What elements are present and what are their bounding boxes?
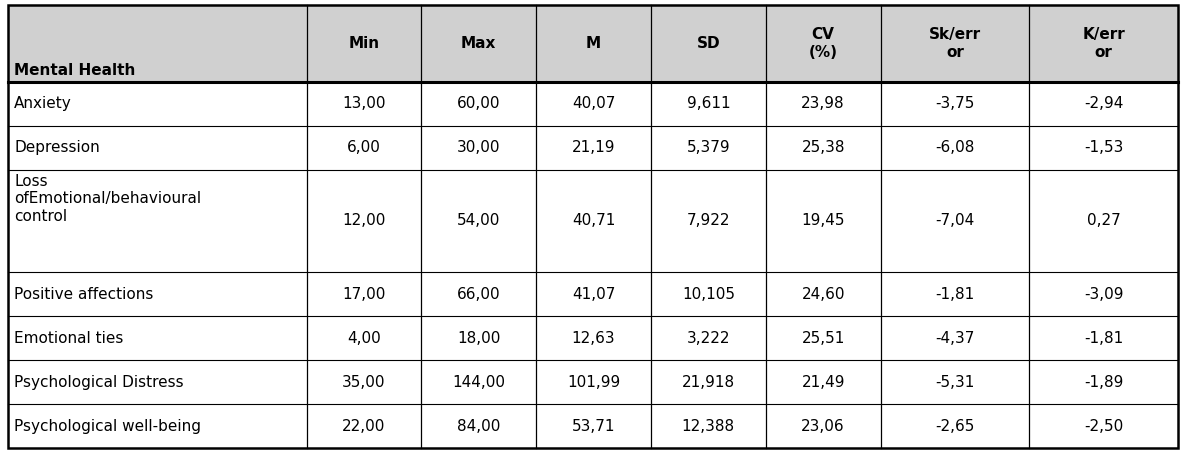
- Text: 7,922: 7,922: [687, 213, 731, 228]
- Text: 101,99: 101,99: [567, 375, 620, 390]
- Text: -3,75: -3,75: [936, 96, 975, 111]
- Text: Sk/err
or: Sk/err or: [929, 27, 981, 59]
- Text: 0,27: 0,27: [1086, 213, 1121, 228]
- Text: 144,00: 144,00: [452, 375, 505, 390]
- Text: -2,94: -2,94: [1084, 96, 1123, 111]
- Text: Emotional ties: Emotional ties: [14, 331, 123, 346]
- Text: -4,37: -4,37: [936, 331, 975, 346]
- Text: -1,81: -1,81: [936, 287, 975, 302]
- Text: K/err
or: K/err or: [1083, 27, 1126, 59]
- Text: 4,00: 4,00: [347, 331, 381, 346]
- Text: 60,00: 60,00: [457, 96, 500, 111]
- Text: 53,71: 53,71: [572, 419, 616, 434]
- Text: -7,04: -7,04: [936, 213, 975, 228]
- Text: 40,07: 40,07: [572, 96, 616, 111]
- Text: 6,00: 6,00: [347, 140, 381, 155]
- Text: -2,65: -2,65: [936, 419, 975, 434]
- Text: 66,00: 66,00: [457, 287, 500, 302]
- Text: Mental Health: Mental Health: [14, 63, 135, 78]
- Text: 5,379: 5,379: [687, 140, 731, 155]
- Text: 41,07: 41,07: [572, 287, 616, 302]
- Text: M: M: [586, 36, 601, 51]
- Text: -1,89: -1,89: [1084, 375, 1123, 390]
- Text: -6,08: -6,08: [936, 140, 975, 155]
- Text: 25,38: 25,38: [802, 140, 844, 155]
- Text: CV
(%): CV (%): [809, 27, 837, 59]
- Text: Positive affections: Positive affections: [14, 287, 153, 302]
- Text: Loss
ofEmotional/behavioural
control: Loss ofEmotional/behavioural control: [14, 173, 202, 223]
- Text: 40,71: 40,71: [572, 213, 616, 228]
- Text: 25,51: 25,51: [802, 331, 844, 346]
- Text: -1,53: -1,53: [1084, 140, 1123, 155]
- Text: 17,00: 17,00: [343, 287, 385, 302]
- Text: -1,81: -1,81: [1084, 331, 1123, 346]
- Text: 18,00: 18,00: [457, 331, 500, 346]
- Text: 12,00: 12,00: [343, 213, 385, 228]
- Text: -2,50: -2,50: [1084, 419, 1123, 434]
- Text: 10,105: 10,105: [682, 287, 735, 302]
- Text: 23,06: 23,06: [802, 419, 844, 434]
- Text: Psychological Distress: Psychological Distress: [14, 375, 184, 390]
- Text: Anxiety: Anxiety: [14, 96, 71, 111]
- Text: 54,00: 54,00: [457, 213, 500, 228]
- Text: 84,00: 84,00: [457, 419, 500, 434]
- Text: 9,611: 9,611: [687, 96, 731, 111]
- Text: 21,918: 21,918: [682, 375, 735, 390]
- Text: 35,00: 35,00: [343, 375, 385, 390]
- Text: 23,98: 23,98: [802, 96, 844, 111]
- Text: 12,63: 12,63: [572, 331, 616, 346]
- Text: 21,49: 21,49: [802, 375, 844, 390]
- Bar: [8, 5, 1178, 82]
- Text: -3,09: -3,09: [1084, 287, 1123, 302]
- Text: 13,00: 13,00: [343, 96, 385, 111]
- Text: 22,00: 22,00: [343, 419, 385, 434]
- Text: Max: Max: [461, 36, 497, 51]
- Text: 12,388: 12,388: [682, 419, 735, 434]
- Text: -5,31: -5,31: [936, 375, 975, 390]
- Text: 24,60: 24,60: [802, 287, 844, 302]
- Text: 3,222: 3,222: [687, 331, 731, 346]
- Text: 21,19: 21,19: [572, 140, 616, 155]
- Text: Psychological well-being: Psychological well-being: [14, 419, 200, 434]
- Text: SD: SD: [696, 36, 720, 51]
- Text: Min: Min: [349, 36, 380, 51]
- Text: Depression: Depression: [14, 140, 100, 155]
- Text: 30,00: 30,00: [457, 140, 500, 155]
- Text: 19,45: 19,45: [802, 213, 844, 228]
